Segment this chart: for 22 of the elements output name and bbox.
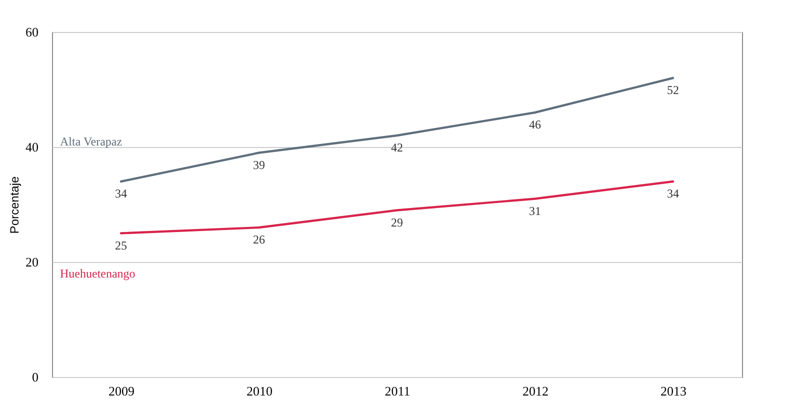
text: Alta Verapaz xyxy=(60,134,122,148)
data-label: 46 xyxy=(529,118,541,132)
y-tick-label: 60 xyxy=(26,24,38,40)
x-tick-label: 2013 xyxy=(660,384,686,398)
text: Huehuetenango xyxy=(60,266,136,280)
data-label: 52 xyxy=(667,83,679,97)
x-tick-label: 2011 xyxy=(384,384,410,398)
y-tick-label: 20 xyxy=(26,254,38,270)
data-label: 25 xyxy=(115,238,127,252)
data-label: 26 xyxy=(253,232,265,246)
y-tick-label: 0 xyxy=(32,370,38,384)
data-label: 39 xyxy=(253,158,265,172)
data-label: 29 xyxy=(391,215,403,230)
data-label: 31 xyxy=(529,204,541,218)
x-tick-label: 2010 xyxy=(246,384,272,398)
x-tick-label: 2012 xyxy=(522,384,548,398)
data-label: 42 xyxy=(391,140,403,154)
data-label: 34 xyxy=(115,186,127,200)
x-tick-label: 2009 xyxy=(108,384,134,398)
data-label: 34 xyxy=(667,186,679,200)
y-tick-label: 40 xyxy=(26,140,38,154)
y-axis-title: Porcentaje xyxy=(8,176,22,234)
